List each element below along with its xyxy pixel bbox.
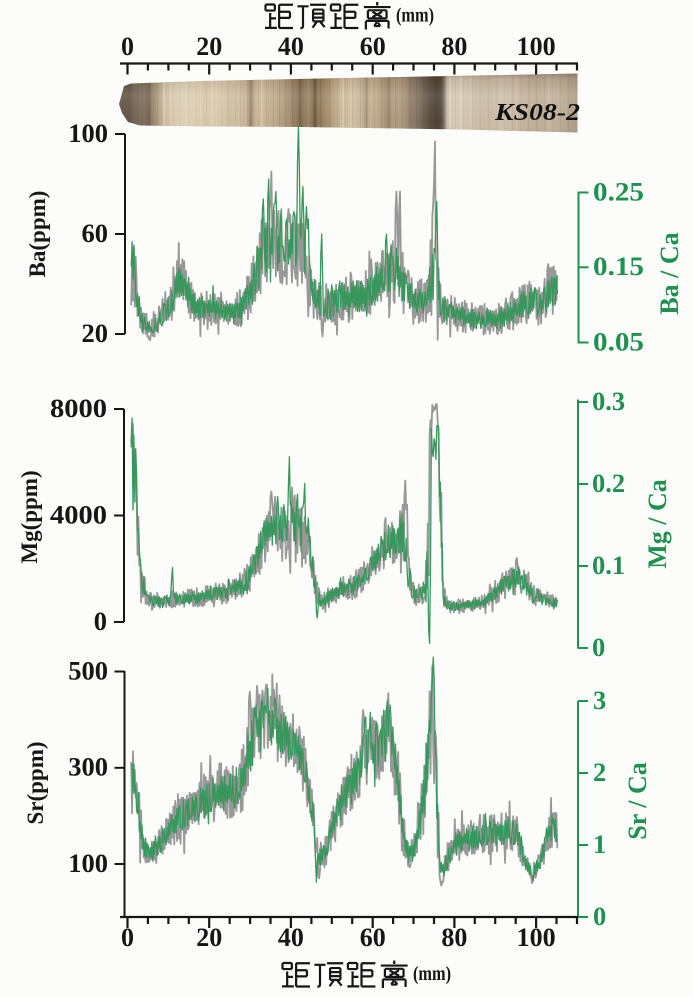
svg-text:0: 0 xyxy=(94,606,107,636)
svg-text:300: 300 xyxy=(68,752,108,782)
svg-text:0: 0 xyxy=(592,632,605,662)
svg-text:0.1: 0.1 xyxy=(592,550,625,580)
svg-text:500: 500 xyxy=(68,655,108,685)
svg-text:60: 60 xyxy=(82,218,109,248)
svg-text:0.3: 0.3 xyxy=(592,386,625,416)
svg-text:0.2: 0.2 xyxy=(592,468,625,498)
svg-text:1: 1 xyxy=(593,829,606,859)
svg-text:3: 3 xyxy=(593,685,606,715)
svg-text:8000: 8000 xyxy=(50,393,107,423)
svg-text:20: 20 xyxy=(196,32,222,61)
svg-text:Sr(ppm): Sr(ppm) xyxy=(23,741,48,824)
svg-text:(mm): (mm) xyxy=(396,5,434,27)
svg-text:0.05: 0.05 xyxy=(593,326,644,356)
svg-text:60: 60 xyxy=(360,923,386,952)
svg-text:Mg(ppm): Mg(ppm) xyxy=(17,470,42,563)
svg-text:20: 20 xyxy=(196,923,222,952)
svg-text:0: 0 xyxy=(121,32,134,61)
svg-text:0.15: 0.15 xyxy=(593,251,644,281)
svg-text:100: 100 xyxy=(517,923,556,952)
svg-text:80: 80 xyxy=(441,923,467,952)
svg-text:Ba / Ca: Ba / Ca xyxy=(655,232,684,314)
svg-text:Mg / Ca: Mg / Ca xyxy=(643,479,672,569)
svg-text:4000: 4000 xyxy=(50,499,107,529)
svg-text:80: 80 xyxy=(441,32,467,61)
svg-text:100: 100 xyxy=(68,118,108,148)
svg-text:Sr / Ca: Sr / Ca xyxy=(623,762,652,840)
svg-text:20: 20 xyxy=(82,318,109,348)
svg-text:60: 60 xyxy=(360,32,386,61)
svg-text:(mm): (mm) xyxy=(413,963,451,985)
svg-text:0: 0 xyxy=(593,901,606,931)
svg-text:40: 40 xyxy=(278,32,304,61)
svg-text:0: 0 xyxy=(121,923,134,952)
svg-text:KS08-2: KS08-2 xyxy=(494,99,580,126)
svg-text:100: 100 xyxy=(68,848,108,878)
svg-text:40: 40 xyxy=(278,923,304,952)
svg-text:2: 2 xyxy=(593,757,606,787)
svg-text:Ba(ppm): Ba(ppm) xyxy=(25,191,50,278)
svg-text:100: 100 xyxy=(517,32,556,61)
svg-text:0.25: 0.25 xyxy=(593,176,644,206)
